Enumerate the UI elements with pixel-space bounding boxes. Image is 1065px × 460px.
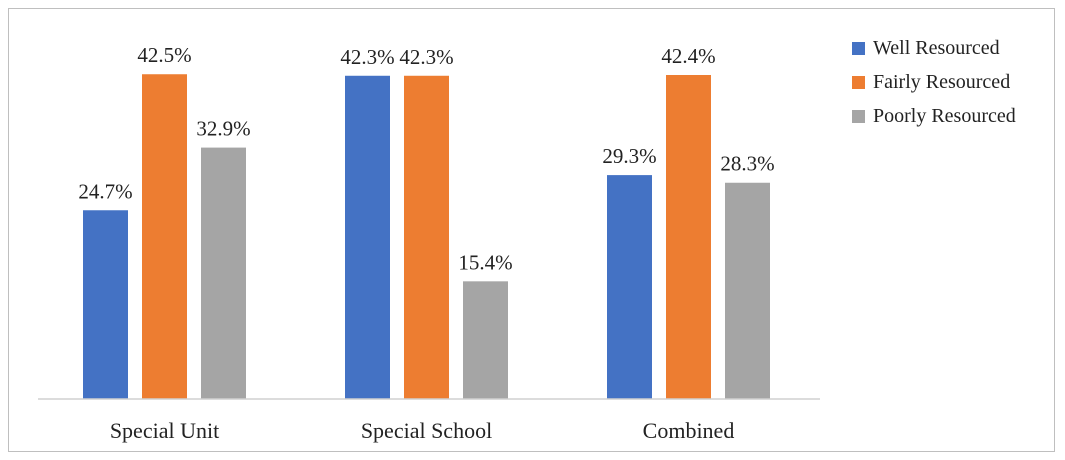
bar-combined-poorly-resourced (725, 182, 770, 399)
bar-special-unit-well-resourced (83, 210, 128, 399)
data-label-combined-fairly-resourced: 42.4% (661, 44, 715, 68)
category-label-combined: Combined (643, 418, 735, 443)
data-label-special-school-fairly-resourced: 42.3% (399, 45, 453, 69)
legend-label-poorly-resourced: Poorly Resourced (873, 105, 1016, 127)
legend-label-fairly-resourced: Fairly Resourced (873, 71, 1010, 93)
legend-swatch-poorly-resourced (852, 110, 865, 123)
bar-special-school-poorly-resourced (463, 281, 508, 399)
data-label-special-unit-well-resourced: 24.7% (78, 179, 132, 203)
data-label-special-unit-poorly-resourced: 32.9% (196, 117, 250, 141)
labels-layer: 24.7% 42.5% 32.9% Special Unit 42.3% 42.3% 15.… (78, 43, 774, 443)
legend-swatch-fairly-resourced (852, 76, 865, 89)
bar-special-unit-fairly-resourced (142, 74, 187, 400)
data-label-combined-poorly-resourced: 28.3% (720, 152, 774, 176)
category-label-special-unit: Special Unit (110, 418, 219, 443)
legend-label-well-resourced: Well Resourced (873, 37, 1000, 59)
bar-special-school-fairly-resourced (404, 75, 449, 399)
bar-special-school-well-resourced (345, 75, 390, 399)
data-label-combined-well-resourced: 29.3% (602, 144, 656, 168)
data-label-special-school-well-resourced: 42.3% (340, 45, 394, 69)
bars-layer (83, 74, 770, 400)
category-label-special-school: Special School (361, 418, 492, 443)
data-label-special-unit-fairly-resourced: 42.5% (137, 43, 191, 67)
legend: Well Resourced Fairly Resourced Poorly Res… (852, 37, 1016, 127)
bar-special-unit-poorly-resourced (201, 147, 246, 399)
bar-combined-fairly-resourced (666, 75, 711, 399)
data-label-special-school-poorly-resourced: 15.4% (458, 250, 512, 274)
bar-combined-well-resourced (607, 175, 652, 399)
legend-swatch-well-resourced (852, 42, 865, 55)
